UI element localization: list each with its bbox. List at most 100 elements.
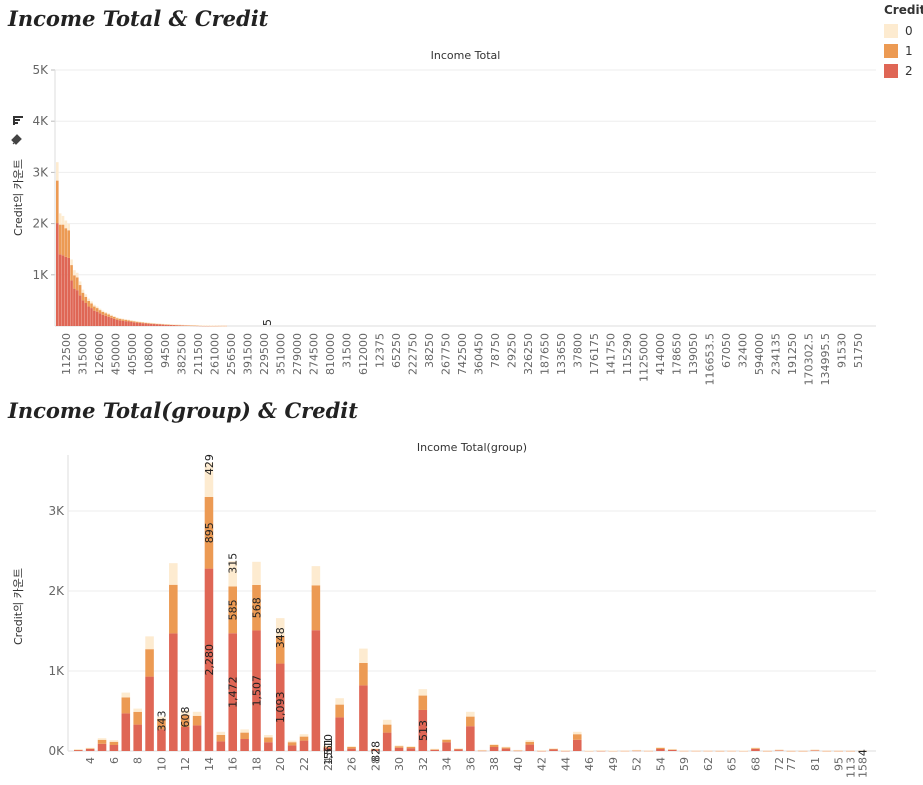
bar-segment-credit-1	[101, 311, 105, 315]
bar-segment-credit-0	[81, 289, 85, 293]
bar-segment-credit-1	[157, 719, 166, 730]
bar-segment-credit-1	[110, 315, 113, 318]
bar-segment-credit-2	[141, 323, 145, 326]
bar-segment-credit-2	[180, 727, 190, 751]
x-tick-label: 126000	[93, 333, 106, 375]
bar-segment-credit-0	[715, 750, 725, 752]
bar-segment-credit-1	[75, 277, 79, 291]
bar-segment-credit-2	[67, 257, 70, 326]
bar-segment-credit-1	[147, 322, 150, 324]
legend-title: Credit	[884, 3, 923, 17]
bar-segment-credit-0	[155, 323, 159, 324]
bar-segment-credit-1	[64, 228, 68, 257]
bar-segment-credit-2	[93, 310, 96, 326]
bar-segment-credit-2	[172, 324, 176, 326]
bar-segment-credit-2	[78, 295, 82, 326]
bar-segment-credit-0	[175, 324, 179, 326]
bar-segment-credit-0	[252, 561, 261, 585]
pin-icon[interactable]	[11, 134, 22, 145]
x-tick-label: 36	[464, 757, 477, 771]
bar-segment-credit-1	[311, 585, 321, 631]
bar-segment-credit-2	[98, 313, 102, 326]
bar-segment-credit-1	[347, 747, 356, 749]
bar-segment-credit-0	[207, 325, 210, 327]
bar-segment-credit-2	[64, 256, 68, 326]
bar-segment-credit-0	[679, 750, 689, 752]
x-tick-label: 68	[749, 757, 762, 771]
bar-segment-credit-2	[85, 749, 95, 751]
bar-segment-credit-2	[240, 739, 249, 751]
bar-segment-credit-0	[90, 301, 93, 304]
bar-segment-credit-0	[184, 324, 187, 326]
bar-segment-credit-0	[141, 321, 145, 323]
bar-segment-credit-0	[157, 716, 166, 719]
legend-item-1[interactable]: 1	[884, 41, 923, 61]
bar-segment-credit-0	[104, 311, 108, 314]
bar-segment-credit-1	[127, 320, 130, 322]
bar-segment-credit-2	[668, 749, 677, 751]
data-label: 828	[369, 741, 382, 762]
bar-segment-credit-1	[501, 747, 511, 749]
data-label: 343	[155, 711, 168, 732]
bar-segment-credit-2	[228, 633, 238, 751]
x-tick-label: 326250	[522, 333, 535, 375]
credit-legend: Credit 0 1 2	[884, 3, 923, 81]
data-label: 2,280	[203, 644, 216, 676]
bar-segment-credit-0	[763, 750, 772, 752]
x-tick-label: 12	[179, 757, 192, 771]
bar-segment-credit-1	[85, 748, 95, 749]
bar-segment-credit-2	[175, 325, 179, 326]
bar-segment-credit-2	[394, 747, 404, 751]
bar-segment-credit-0	[644, 750, 653, 752]
x-tick-label: 32400	[737, 333, 750, 368]
bar-segment-credit-0	[164, 324, 167, 325]
x-tick-label: 77	[785, 757, 798, 771]
legend-item-0[interactable]: 0	[884, 21, 923, 41]
data-label: 1,093	[274, 692, 287, 724]
bar-segment-credit-0	[73, 270, 76, 276]
bar-segment-credit-0	[167, 324, 170, 325]
bar-segment-credit-0	[774, 749, 784, 751]
data-label: 429	[203, 454, 216, 475]
legend-item-2[interactable]: 2	[884, 61, 923, 81]
bar-segment-credit-2	[287, 745, 297, 751]
bar-segment-credit-0	[727, 750, 736, 752]
bar-segment-credit-0	[442, 739, 451, 740]
data-label: 568	[250, 597, 263, 618]
bar-segment-credit-0	[133, 708, 142, 712]
x-tick-label: 72	[773, 757, 786, 771]
bar-segment-credit-1	[113, 316, 116, 319]
bar-segment-credit-0	[67, 223, 70, 231]
bar-segment-credit-0	[138, 321, 142, 323]
x-tick-label: 6	[108, 757, 121, 764]
bar-segment-credit-0	[84, 294, 88, 297]
bar-sort-icon[interactable]	[13, 116, 23, 125]
bar-segment-credit-2	[442, 742, 451, 751]
x-tick-label: 30	[393, 757, 406, 771]
bar-segment-credit-0	[204, 325, 207, 327]
x-tick-label: 267750	[440, 333, 453, 375]
bar-segment-credit-0	[78, 281, 82, 286]
bar-segment-credit-1	[228, 586, 238, 634]
bar-segment-credit-0	[561, 750, 570, 752]
bar-segment-credit-2	[371, 749, 380, 751]
bar-segment-credit-0	[121, 318, 125, 320]
x-tick-label: 742500	[456, 333, 469, 375]
x-tick-label: 67050	[720, 333, 733, 368]
y-tick-label: 1K	[32, 268, 49, 282]
x-tick-label: 405000	[126, 333, 139, 375]
chart1-heading: Income Total & Credit	[8, 6, 269, 31]
bar-segment-credit-1	[58, 224, 62, 255]
bar-segment-credit-1	[56, 180, 59, 224]
bar-segment-credit-0	[584, 750, 594, 752]
y-tick-label: 2K	[48, 584, 65, 598]
bar-segment-credit-0	[110, 314, 113, 316]
bar-segment-credit-0	[466, 711, 475, 717]
bar-segment-credit-2	[95, 311, 99, 326]
bar-segment-credit-0	[70, 259, 73, 266]
bar-segment-credit-0	[121, 692, 131, 698]
bar-segment-credit-0	[192, 711, 202, 716]
bar-segment-credit-0	[135, 321, 139, 322]
bar-segment-credit-1	[155, 323, 159, 325]
bar-segment-credit-2	[81, 300, 85, 326]
